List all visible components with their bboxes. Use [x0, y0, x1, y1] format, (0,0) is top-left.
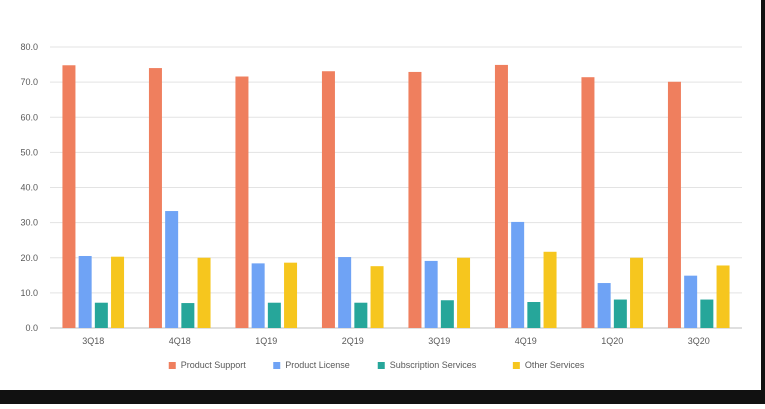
bar-subscription-services-2q19 [354, 302, 368, 328]
legend-label: Other Services [525, 360, 585, 370]
bar-product-support-3q19 [408, 71, 422, 328]
bar-product-support-3q18 [62, 65, 76, 328]
bar-product-license-2q19 [338, 257, 352, 328]
bar-other-services-2q19 [370, 266, 384, 328]
x-tick-label: 1Q20 [601, 336, 623, 346]
bar-product-support-3q20 [667, 81, 681, 329]
bar-product-support-1q20 [581, 77, 595, 329]
bar-product-support-1q19 [235, 76, 249, 328]
legend-item: Product License [273, 360, 350, 370]
x-tick-label: 4Q19 [515, 336, 537, 346]
y-tick-label: 50.0 [20, 147, 38, 157]
bar-other-services-4q19 [543, 251, 557, 328]
y-tick-label: 20.0 [20, 253, 38, 263]
bar-subscription-services-4q19 [527, 302, 541, 328]
legend: Product Support Product License Subscripti… [168, 360, 585, 370]
bar-product-license-1q20 [597, 283, 611, 328]
bar-product-license-3q19 [424, 260, 438, 328]
legend-label: Product Support [181, 360, 247, 370]
bar-subscription-services-1q20 [613, 299, 627, 328]
x-axis: 3Q18 4Q18 1Q19 2Q19 3Q19 4Q19 1Q20 3Q20 [82, 336, 710, 346]
bar-other-services-3q19 [457, 257, 471, 328]
legend-label: Subscription Services [390, 360, 477, 370]
y-tick-label: 80.0 [20, 42, 38, 52]
bar-subscription-services-3q18 [94, 302, 108, 328]
y-tick-label: 70.0 [20, 77, 38, 87]
bars [62, 64, 730, 329]
x-tick-label: 2Q19 [342, 336, 364, 346]
legend-item: Product Support [168, 360, 247, 370]
x-tick-label: 3Q19 [428, 336, 450, 346]
bar-product-license-3q20 [684, 275, 698, 328]
bar-other-services-3q18 [111, 256, 125, 328]
legend-swatch [512, 362, 520, 369]
bar-other-services-4q18 [197, 257, 211, 328]
legend-item: Other Services [512, 360, 585, 370]
y-axis: 0.0 10.0 20.0 30.0 40.0 50.0 60.0 70.0 80.0 [20, 42, 38, 333]
x-tick-label: 1Q19 [255, 336, 277, 346]
bar-product-support-4q19 [494, 64, 508, 328]
bar-other-services-3q20 [716, 265, 730, 328]
bar-other-services-1q19 [284, 262, 298, 328]
x-tick-label: 3Q18 [82, 336, 104, 346]
bar-product-license-4q18 [165, 211, 179, 328]
bar-subscription-services-4q18 [181, 303, 195, 328]
bar-product-support-4q18 [148, 68, 162, 328]
y-tick-label: 0.0 [25, 323, 38, 333]
bar-product-license-3q18 [78, 255, 92, 328]
y-tick-label: 40.0 [20, 183, 38, 193]
legend-swatch [377, 362, 385, 369]
legend-swatch [273, 362, 281, 369]
bar-subscription-services-3q20 [700, 299, 714, 328]
legend-swatch [168, 362, 176, 369]
bar-other-services-1q20 [630, 257, 644, 328]
legend-label: Product License [285, 360, 350, 370]
y-tick-label: 30.0 [20, 218, 38, 228]
y-tick-label: 60.0 [20, 112, 38, 122]
x-tick-label: 3Q20 [688, 336, 710, 346]
bar-subscription-services-3q19 [440, 300, 454, 328]
bar-product-support-2q19 [321, 71, 335, 328]
y-tick-label: 10.0 [20, 288, 38, 298]
legend-item: Subscription Services [377, 360, 477, 370]
bar-product-license-4q19 [511, 221, 525, 328]
bar-subscription-services-1q19 [267, 302, 281, 328]
bar-product-license-1q19 [251, 263, 265, 328]
x-tick-label: 4Q18 [169, 336, 191, 346]
